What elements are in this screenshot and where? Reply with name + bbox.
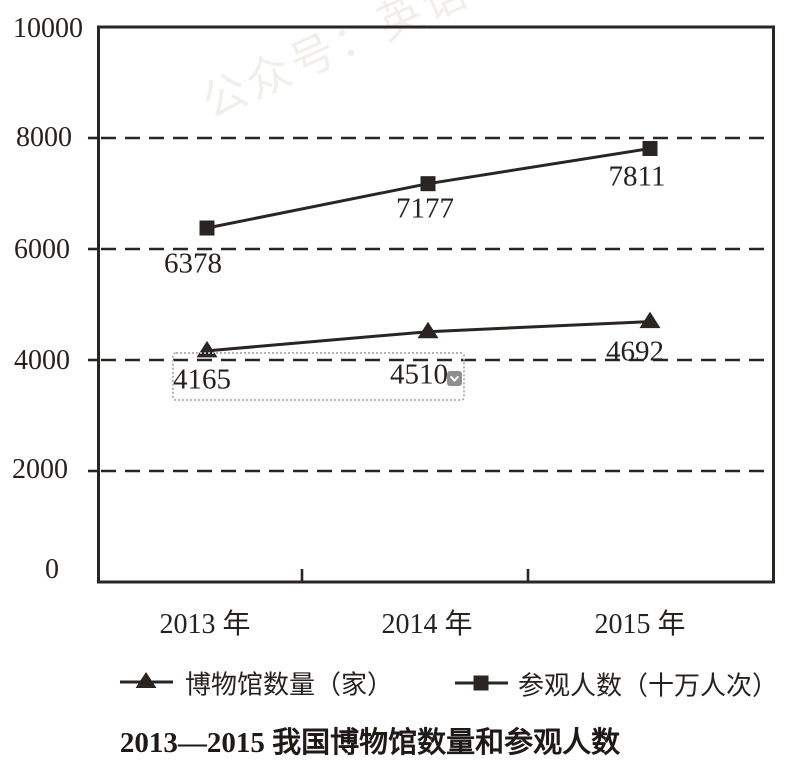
plot-frame	[97, 25, 775, 584]
point-label-visitors-2013: 6378	[164, 247, 222, 280]
square-data-point	[642, 140, 658, 156]
selection-box[interactable]	[172, 352, 465, 401]
selection-dropdown-button[interactable]	[447, 371, 462, 386]
chart-title: 2013—2015 我国博物馆数量和参观人数	[119, 727, 621, 759]
point-label-visitors-2014: 7177	[396, 192, 454, 225]
legend-label-visitors: 参观人数（十万人次）	[518, 671, 779, 701]
x-axis-ticks	[300, 569, 530, 581]
legend-marker-museums	[120, 672, 173, 688]
legend-marker-visitors	[455, 675, 508, 691]
y-axis-label-0: 0	[45, 554, 59, 585]
square-data-point	[420, 176, 436, 192]
x-axis-label-2013: 2013 年	[159, 609, 251, 640]
point-label-museums-2013: 4165	[173, 363, 231, 396]
triangle-data-point	[417, 321, 439, 339]
y-axis-label-6000: 6000	[14, 234, 70, 265]
square-marker-icon	[473, 675, 489, 691]
y-axis-ticks	[88, 136, 98, 473]
y-axis-label-8000: 8000	[16, 122, 72, 153]
square-data-point	[199, 220, 215, 236]
triangle-marker-icon	[135, 672, 157, 688]
point-label-museums-2015: 4692	[606, 335, 664, 368]
chevron-down-icon	[450, 376, 459, 382]
y-axis-label-10000: 10000	[13, 13, 83, 44]
y-axis-label-2000: 2000	[12, 454, 68, 485]
x-axis-label-2014: 2014 年	[381, 609, 473, 640]
x-axis-label-2015: 2015 年	[594, 609, 686, 640]
point-label-visitors-2015: 7811	[608, 160, 666, 193]
triangle-data-point	[639, 311, 661, 329]
point-label-museums-2014: 4510	[390, 358, 448, 391]
legend-label-museums: 博物馆数量（家）	[185, 670, 394, 700]
gridlines	[101, 136, 771, 473]
y-axis-label-4000: 4000	[14, 345, 70, 376]
